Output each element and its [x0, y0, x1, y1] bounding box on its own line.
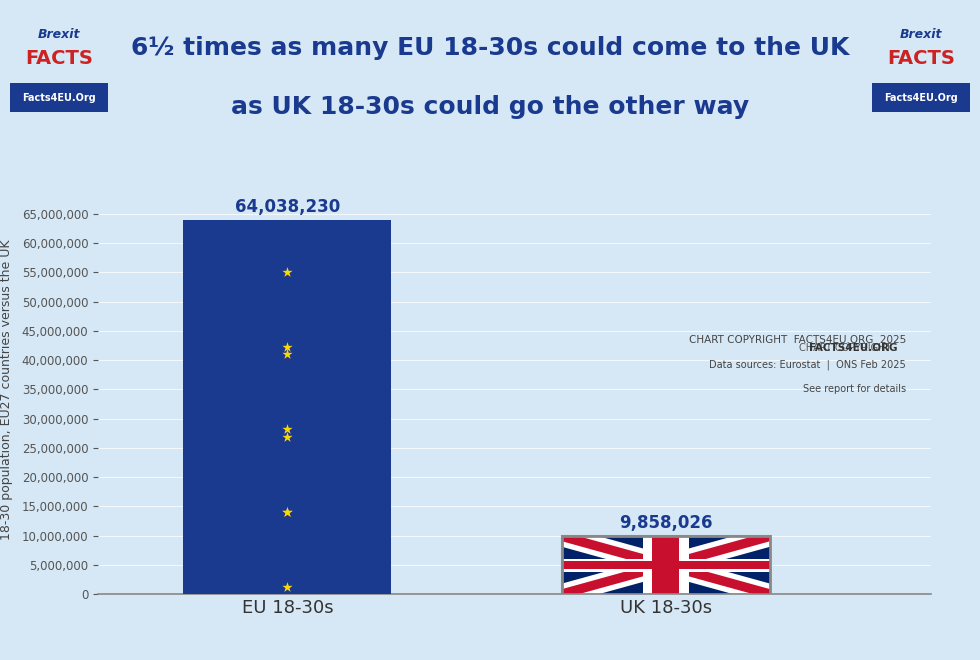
Polygon shape: [562, 537, 770, 594]
Text: Facts4EU.Org: Facts4EU.Org: [22, 93, 96, 104]
Bar: [562, 562, 770, 569]
Text: CHART COPYRIGHT  FACTS4EU.ORG  2025: CHART COPYRIGHT FACTS4EU.ORG 2025: [689, 335, 906, 345]
Point: [279, 432, 295, 442]
Bar: [872, 82, 970, 112]
Text: Brexit: Brexit: [37, 28, 80, 42]
Text: 9,858,026: 9,858,026: [619, 514, 712, 532]
Point: [279, 581, 295, 592]
Text: Brexit: Brexit: [900, 28, 943, 42]
Text: CHART COPYRIGHT: CHART COPYRIGHT: [799, 343, 898, 354]
Point: [279, 506, 295, 517]
Text: FACTS: FACTS: [24, 50, 93, 68]
Y-axis label: 18-30 population, EU27 countries versus the UK: 18-30 population, EU27 countries versus …: [0, 239, 14, 540]
Text: 6½ times as many EU 18-30s could come to the UK: 6½ times as many EU 18-30s could come to…: [130, 36, 850, 59]
Bar: [10, 82, 108, 112]
Bar: [562, 559, 770, 572]
Text: FACTS: FACTS: [887, 50, 955, 68]
Text: as UK 18-30s could go the other way: as UK 18-30s could go the other way: [231, 95, 749, 119]
Polygon shape: [562, 537, 770, 594]
Point: [279, 506, 295, 517]
Bar: [653, 537, 679, 594]
Text: FACTS4EU.ORG: FACTS4EU.ORG: [752, 343, 898, 354]
Bar: [562, 537, 770, 594]
Polygon shape: [562, 537, 770, 594]
Text: See report for details: See report for details: [803, 384, 906, 395]
Bar: [562, 537, 770, 594]
Point: [279, 342, 295, 352]
Bar: [643, 537, 689, 594]
Text: 64,038,230: 64,038,230: [234, 197, 340, 216]
Point: [279, 267, 295, 277]
Polygon shape: [562, 537, 770, 594]
Text: Data sources: Eurostat  |  ONS Feb 2025: Data sources: Eurostat | ONS Feb 2025: [710, 360, 906, 370]
Bar: [183, 220, 391, 594]
Bar: [562, 537, 770, 594]
Point: [279, 424, 295, 434]
Text: Facts4EU.Org: Facts4EU.Org: [884, 93, 958, 104]
Point: [279, 349, 295, 360]
